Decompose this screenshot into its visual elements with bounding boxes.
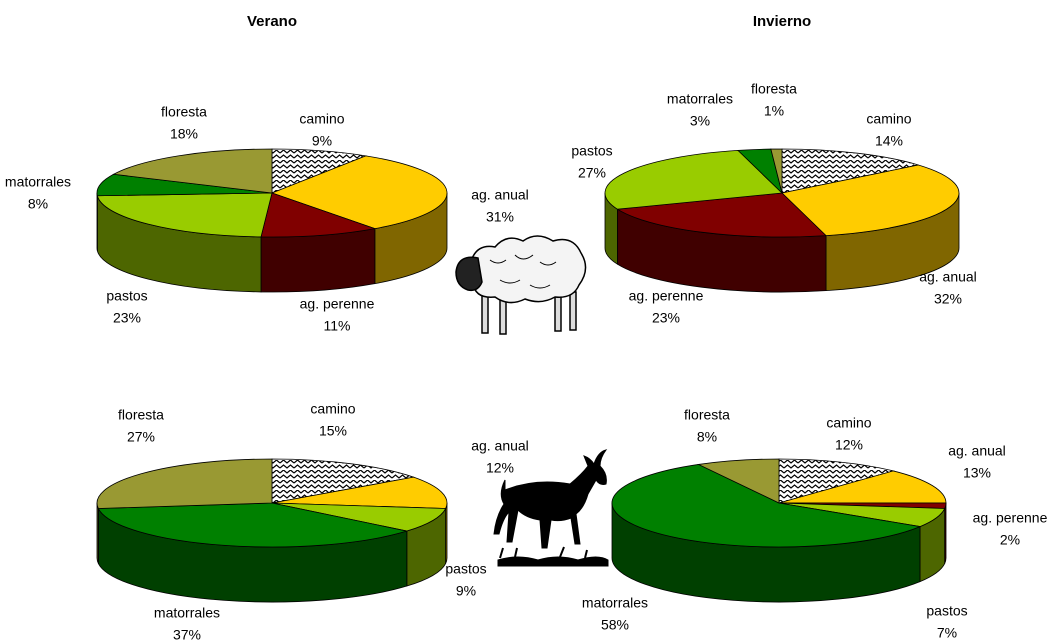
pie-side bbox=[260, 228, 376, 293]
slice-value-label: 32% bbox=[934, 291, 962, 307]
slice-label: ag. perenne bbox=[629, 288, 704, 304]
pie-slice bbox=[97, 502, 407, 548]
pie-slice bbox=[611, 464, 922, 548]
slice-label: floresta bbox=[684, 407, 730, 423]
slice-value-label: 27% bbox=[127, 429, 155, 445]
sheep-icon bbox=[455, 235, 587, 335]
slice-value-label: 8% bbox=[28, 196, 48, 212]
slice-label: pastos bbox=[106, 288, 147, 304]
slice-label: camino bbox=[826, 415, 871, 431]
pie-side bbox=[96, 502, 99, 564]
slice-value-label: 37% bbox=[173, 627, 201, 643]
slice-label: matorrales bbox=[5, 174, 71, 190]
slice-value-label: 14% bbox=[875, 133, 903, 149]
goat-icon bbox=[493, 449, 609, 567]
slice-label: pastos bbox=[926, 603, 967, 619]
slice-label: matorrales bbox=[154, 605, 220, 621]
charts: Verano camino 9% ag. anual 31% ag. perenne 11%… bbox=[5, 13, 1048, 643]
slice-value-label: 2% bbox=[1000, 532, 1020, 548]
slice-label: floresta bbox=[118, 407, 164, 423]
slice-label: floresta bbox=[161, 104, 207, 120]
slice-value-label: 3% bbox=[690, 113, 710, 129]
slice-value-label: 18% bbox=[170, 126, 198, 142]
slice-value-label: 12% bbox=[486, 460, 514, 476]
pie-slice bbox=[604, 149, 783, 210]
slice-label: camino bbox=[310, 401, 355, 417]
pie-slice bbox=[697, 458, 780, 504]
slice-value-label: 15% bbox=[319, 423, 347, 439]
slice-label: pastos bbox=[571, 143, 612, 159]
chart-title: Verano bbox=[247, 13, 297, 30]
slice-label: ag. perenne bbox=[300, 296, 375, 312]
slice-value-label: 58% bbox=[601, 617, 629, 633]
slice-value-label: 12% bbox=[835, 437, 863, 453]
pie-slice bbox=[616, 192, 827, 238]
pie-slice bbox=[271, 476, 448, 509]
pie-slice bbox=[271, 502, 447, 532]
slice-value-label: 9% bbox=[456, 583, 476, 599]
slice-label: ag. anual bbox=[948, 443, 1006, 459]
pie-slice bbox=[271, 148, 368, 194]
pie-slice bbox=[781, 164, 960, 237]
pie-slice bbox=[112, 148, 273, 194]
slice-value-label: 13% bbox=[963, 465, 991, 481]
slice-value-label: 23% bbox=[113, 310, 141, 326]
pie-slice bbox=[260, 192, 377, 238]
slice-value-label: 23% bbox=[652, 310, 680, 326]
pie-slice bbox=[271, 458, 416, 504]
slice-value-label: 9% bbox=[312, 133, 332, 149]
slice-label: matorrales bbox=[582, 595, 648, 611]
slice-label: pastos bbox=[445, 561, 486, 577]
pie-slice bbox=[96, 192, 273, 238]
slice-label: ag. anual bbox=[471, 187, 529, 203]
slice-label: camino bbox=[866, 111, 911, 127]
slice-value-label: 11% bbox=[324, 318, 351, 334]
slice-label: matorrales bbox=[667, 91, 733, 107]
slice-value-label: 27% bbox=[578, 165, 606, 181]
slice-label: ag. anual bbox=[919, 269, 977, 285]
slice-value-label: 7% bbox=[937, 625, 957, 641]
pie-slice bbox=[778, 458, 895, 504]
slice-value-label: 8% bbox=[697, 429, 717, 445]
chart-title: Invierno bbox=[753, 13, 811, 30]
slice-label: floresta bbox=[751, 81, 797, 97]
pie-slice bbox=[270, 155, 448, 230]
slice-value-label: 1% bbox=[764, 103, 784, 119]
slice-label: ag. anual bbox=[471, 438, 529, 454]
slice-value-label: 31% bbox=[486, 209, 514, 225]
pie-slice bbox=[770, 148, 783, 194]
slice-label: camino bbox=[299, 111, 344, 127]
pie-slice bbox=[781, 148, 919, 194]
pie-slice bbox=[96, 458, 273, 509]
pie-slice bbox=[778, 470, 947, 504]
slice-label: ag. perenne bbox=[973, 510, 1048, 526]
